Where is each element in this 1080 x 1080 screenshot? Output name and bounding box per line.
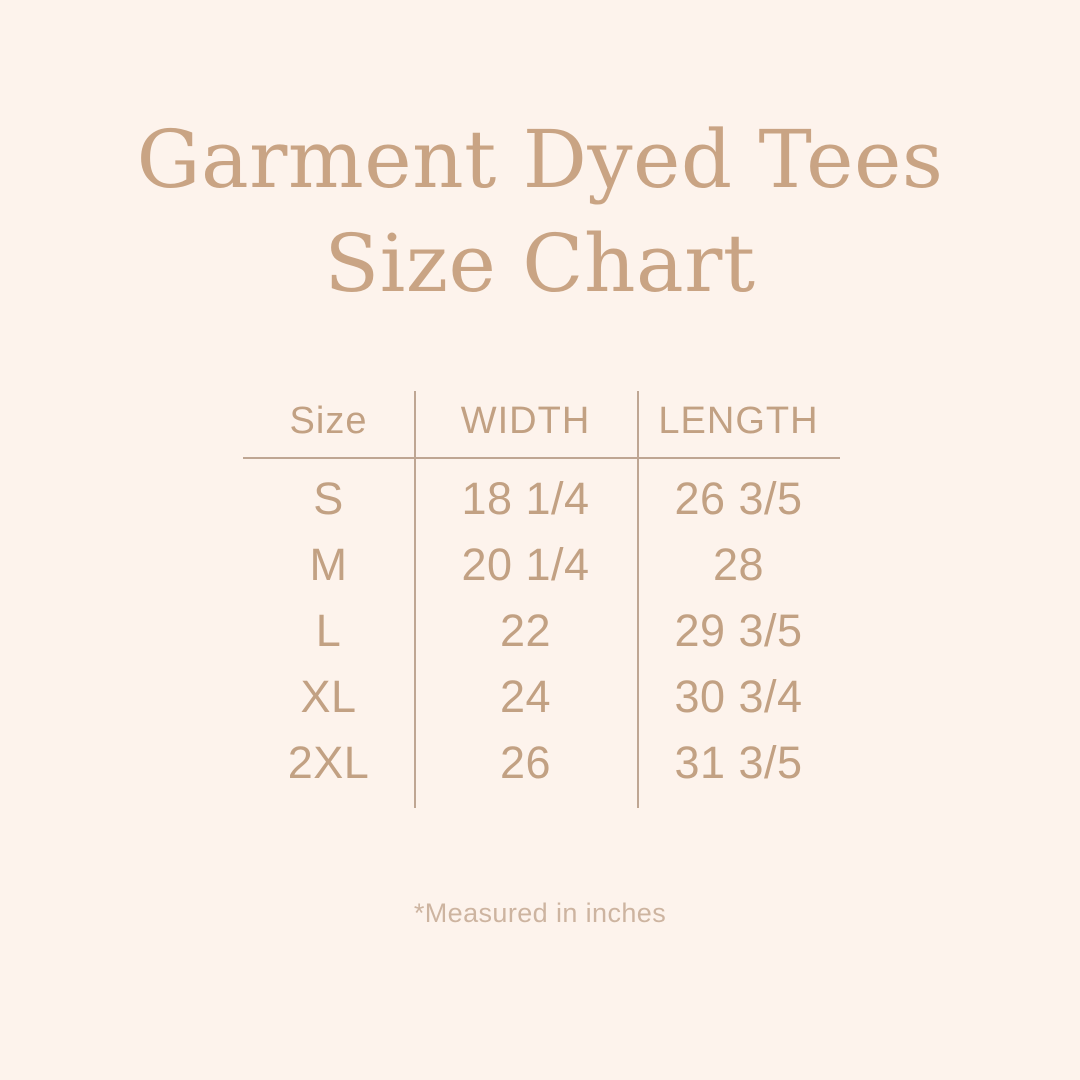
title-line-1: Garment Dyed Tees <box>136 113 944 206</box>
column-header-size: Size <box>289 400 368 442</box>
cell-size: L <box>315 604 342 656</box>
table-row: XL 24 30 3/4 <box>243 663 840 729</box>
column-header-length: LENGTH <box>658 400 819 442</box>
measurement-footnote: *Measured in inches <box>413 898 667 928</box>
cell-width: 24 <box>499 670 552 722</box>
table-body: S 18 1/4 26 3/5 M 20 1/4 28 L 22 29 3/5 … <box>243 465 840 795</box>
cell-size: 2XL <box>287 736 370 788</box>
table-row: S 18 1/4 26 3/5 <box>243 465 840 531</box>
column-divider-width-length <box>637 391 639 808</box>
cell-length: 26 3/5 <box>674 472 803 524</box>
cell-width: 26 <box>499 736 552 788</box>
cell-size: XL <box>300 670 357 722</box>
cell-width: 22 <box>499 604 552 656</box>
page-title: Garment Dyed Tees Size Chart <box>0 108 1080 316</box>
size-table: Size WIDTH LENGTH S 18 1/4 26 3/5 M 20 1… <box>243 385 840 810</box>
header-divider-horizontal <box>243 457 840 459</box>
cell-length: 30 3/4 <box>674 670 803 722</box>
cell-length: 29 3/5 <box>674 604 803 656</box>
column-header-width: WIDTH <box>460 400 591 442</box>
cell-size: M <box>309 538 348 590</box>
cell-size: S <box>313 472 344 524</box>
column-divider-size-width <box>414 391 416 808</box>
cell-length: 28 <box>712 538 765 590</box>
table-row: 2XL 26 31 3/5 <box>243 729 840 795</box>
cell-width: 18 1/4 <box>461 472 590 524</box>
table-row: L 22 29 3/5 <box>243 597 840 663</box>
cell-width: 20 1/4 <box>461 538 590 590</box>
cell-length: 31 3/5 <box>674 736 803 788</box>
title-line-2: Size Chart <box>324 217 756 310</box>
table-header-row: Size WIDTH LENGTH <box>243 385 840 457</box>
table-row: M 20 1/4 28 <box>243 531 840 597</box>
